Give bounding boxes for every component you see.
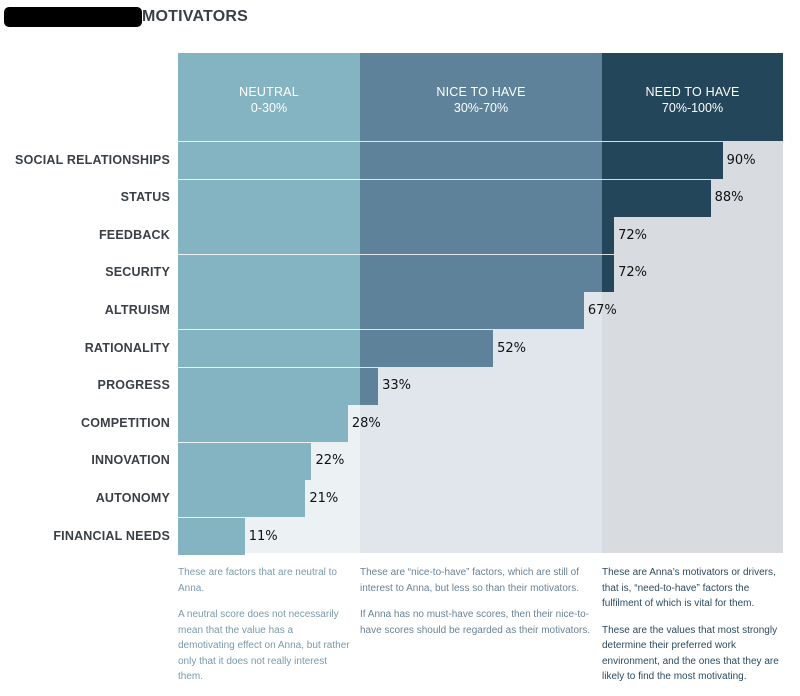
category-label: COMPETITION [80, 415, 170, 430]
note-need: These are Anna’s motivators or drivers, … [602, 565, 792, 696]
bar-segment [178, 518, 245, 555]
bar-segment [360, 254, 602, 292]
value-label: 72% [618, 227, 647, 243]
value-label: 11% [248, 528, 278, 544]
category-label: SOCIAL RELATIONSHIPS [15, 152, 170, 167]
category-label: FEEDBACK [98, 227, 170, 242]
bar-segment [178, 179, 360, 217]
bar-segment [178, 254, 360, 292]
note-need-2: These are the values that most strongly … [602, 624, 779, 683]
value-label: 28% [351, 415, 381, 431]
zone-nice-to-have: NICE TO HAVE 30%-70% [360, 53, 602, 141]
category-label: FINANCIAL NEEDS [53, 528, 170, 543]
bar-segment [360, 142, 602, 179]
redacted-name [4, 7, 142, 27]
zone-need-to-have: NEED TO HAVE 70%-100% [602, 53, 783, 141]
bar-segment [602, 217, 615, 255]
bar-segment [178, 405, 348, 443]
note-need-1: These are Anna’s motivators or drivers, … [602, 567, 776, 609]
zone-need-name: NEED TO HAVE [645, 85, 740, 99]
bar-segment [178, 217, 360, 255]
value-label: 72% [618, 265, 647, 281]
bar-segment [602, 254, 615, 292]
bar-segment [178, 442, 312, 480]
category-label: INNOVATION [91, 453, 170, 468]
bar-segment [360, 179, 602, 217]
note-neutral: These are factors that are neutral to An… [178, 565, 350, 696]
value-label: 52% [497, 340, 526, 356]
category-label: STATUS [120, 190, 170, 205]
zone-nice-name: NICE TO HAVE [436, 85, 526, 99]
bar-segment [602, 142, 723, 179]
bar-segment [360, 217, 602, 255]
category-label: PROGRESS [97, 378, 170, 393]
zone-neutral-name: NEUTRAL [239, 85, 299, 99]
bar-segment [360, 292, 584, 330]
zone-need-range: 70%-100% [661, 101, 724, 115]
bar-segment [178, 367, 360, 405]
value-label: 88% [714, 190, 744, 206]
category-label: SECURITY [105, 265, 170, 280]
category-label: AUTONOMY [95, 490, 170, 505]
zone-neutral: NEUTRAL 0-30% [178, 53, 360, 141]
zone-neutral-range: 0-30% [250, 101, 288, 115]
header: MOTIVATORS [4, 6, 248, 28]
value-label: 22% [315, 453, 345, 469]
zone-nice-range: 30%-70% [453, 101, 509, 115]
bar-segment [360, 367, 379, 405]
bar-segment [178, 330, 360, 367]
bar-segment [178, 292, 360, 330]
value-label: 21% [309, 490, 339, 506]
note-nice: These are “nice-to-have” factors, which … [360, 565, 592, 649]
note-neutral-2: A neutral score does not necessarily mea… [178, 609, 350, 682]
value-label: 90% [726, 152, 756, 168]
bar-segment [178, 142, 360, 179]
bar-segment [602, 179, 711, 217]
value-label: 67% [587, 302, 617, 318]
category-label: RATIONALITY [84, 340, 170, 355]
note-neutral-1: These are factors that are neutral to An… [178, 567, 337, 594]
bar-segment [360, 330, 494, 367]
note-nice-1: These are “nice-to-have” factors, which … [360, 567, 580, 594]
value-label: 33% [382, 378, 412, 394]
note-nice-2: If Anna has no must-have scores, then th… [360, 609, 591, 636]
bar-segment [178, 480, 306, 518]
category-label: ALTRUISM [104, 302, 170, 317]
page-title: MOTIVATORS [142, 8, 248, 25]
